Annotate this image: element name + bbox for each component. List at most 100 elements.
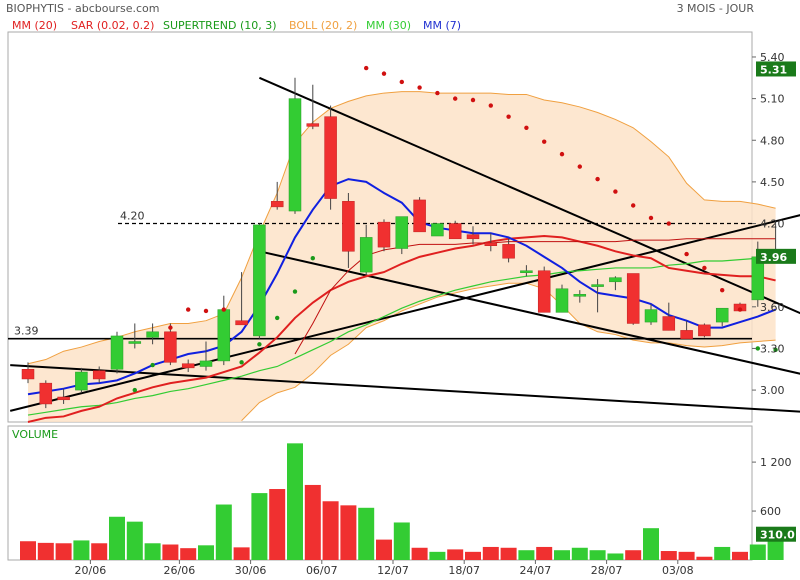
candle-body (680, 330, 693, 339)
period-label: 3 MOIS - JOUR (676, 2, 754, 15)
candle (448, 220, 462, 240)
volume-tick-label: 600 (760, 505, 781, 518)
price-tick-label: 3.00 (760, 384, 785, 397)
sar-point (595, 176, 600, 182)
candle-body (609, 277, 622, 283)
candle (644, 304, 658, 325)
legend-mm7: MM (7) (423, 19, 462, 32)
legend-mm30: MM (30) (366, 19, 412, 32)
sar-point (755, 346, 760, 351)
volume-bar (233, 547, 250, 560)
candle (662, 302, 676, 331)
candle (591, 279, 604, 313)
candle-body (217, 309, 231, 362)
volume-bar (482, 546, 499, 560)
supertrend-line (294, 238, 776, 355)
candle-body (466, 234, 480, 240)
candle-body (431, 223, 444, 237)
candle-body (520, 270, 533, 273)
candle (253, 223, 266, 339)
candle-body (324, 116, 337, 199)
sar-points (132, 65, 778, 393)
candle (431, 223, 444, 237)
candle (395, 216, 409, 255)
candle (39, 380, 53, 409)
last-price-badge: 5.31 (760, 63, 787, 76)
sar-point (132, 387, 137, 393)
candle-body (537, 270, 551, 313)
volume-bar (678, 551, 695, 560)
sar-point (542, 139, 547, 144)
sar-point (275, 315, 280, 321)
candle-body (39, 382, 53, 405)
volume-bar (269, 489, 286, 560)
price-tick-label: 4.80 (760, 134, 785, 147)
price-tick-label: 4.50 (760, 176, 785, 189)
candle-body (359, 237, 373, 273)
candle-body (662, 316, 676, 331)
sar-point (310, 256, 315, 261)
candle (324, 105, 337, 210)
volume-bar (162, 544, 179, 560)
last-close-badge-bg (756, 248, 796, 264)
date-tick-label: 26/06 (164, 564, 196, 577)
date-tick-label: 03/08 (662, 564, 694, 577)
sar-point (577, 164, 582, 169)
candle (502, 238, 515, 263)
trendlines (9, 76, 800, 413)
candle (199, 341, 213, 371)
last-volume-badge: 310.0 (760, 529, 795, 542)
candle-body (413, 199, 426, 233)
candle (270, 181, 284, 210)
volume-bar (393, 522, 410, 560)
sar-point (168, 325, 173, 330)
sar-point (186, 307, 191, 312)
candle-body (395, 216, 409, 249)
candle (680, 320, 693, 339)
candle-body (253, 224, 266, 337)
candle-body (484, 242, 498, 246)
chart-title: BIOPHYTIS - abcbourse.com (6, 2, 160, 15)
trendline-3 (9, 214, 800, 412)
volume-bar (429, 551, 446, 560)
candle-body (698, 324, 711, 337)
volume-bar (91, 543, 108, 560)
volume-bar (251, 493, 268, 560)
price-tick-label: 5.40 (760, 51, 785, 64)
sar-point (239, 360, 244, 365)
candle (164, 323, 177, 366)
volume-bar (411, 547, 428, 560)
price-tick-label: 5.10 (760, 93, 785, 106)
volume-bar (55, 543, 72, 560)
trendline-2 (259, 250, 800, 375)
candle-body (146, 331, 159, 338)
candle-body (644, 309, 658, 323)
candle-body (270, 201, 284, 208)
volume-bar (589, 550, 606, 560)
candle (555, 284, 569, 313)
candle (288, 77, 302, 214)
candle-body (181, 363, 195, 369)
date-tick-label: 12/07 (377, 564, 409, 577)
ref-line-label-2: 3.39 (14, 325, 39, 338)
volume-bar (340, 505, 357, 560)
volume-bar (109, 516, 125, 560)
sar-point (648, 215, 654, 221)
candle-body (573, 294, 587, 297)
volume-bar (376, 539, 392, 560)
date-tick-label: 28/07 (591, 564, 623, 577)
candle (698, 323, 711, 338)
last-volume-badge-bg (756, 526, 796, 542)
sar-point (488, 103, 493, 108)
volume-bar (215, 504, 232, 560)
sar-point (150, 362, 155, 368)
date-tick-label: 06/07 (306, 564, 338, 577)
sar-point (666, 221, 671, 226)
price-tick-label: 4.20 (760, 218, 785, 231)
sar-point (506, 114, 511, 119)
candle (573, 290, 587, 303)
candle (306, 84, 320, 130)
candle (626, 273, 640, 325)
volume-bar (554, 550, 570, 560)
